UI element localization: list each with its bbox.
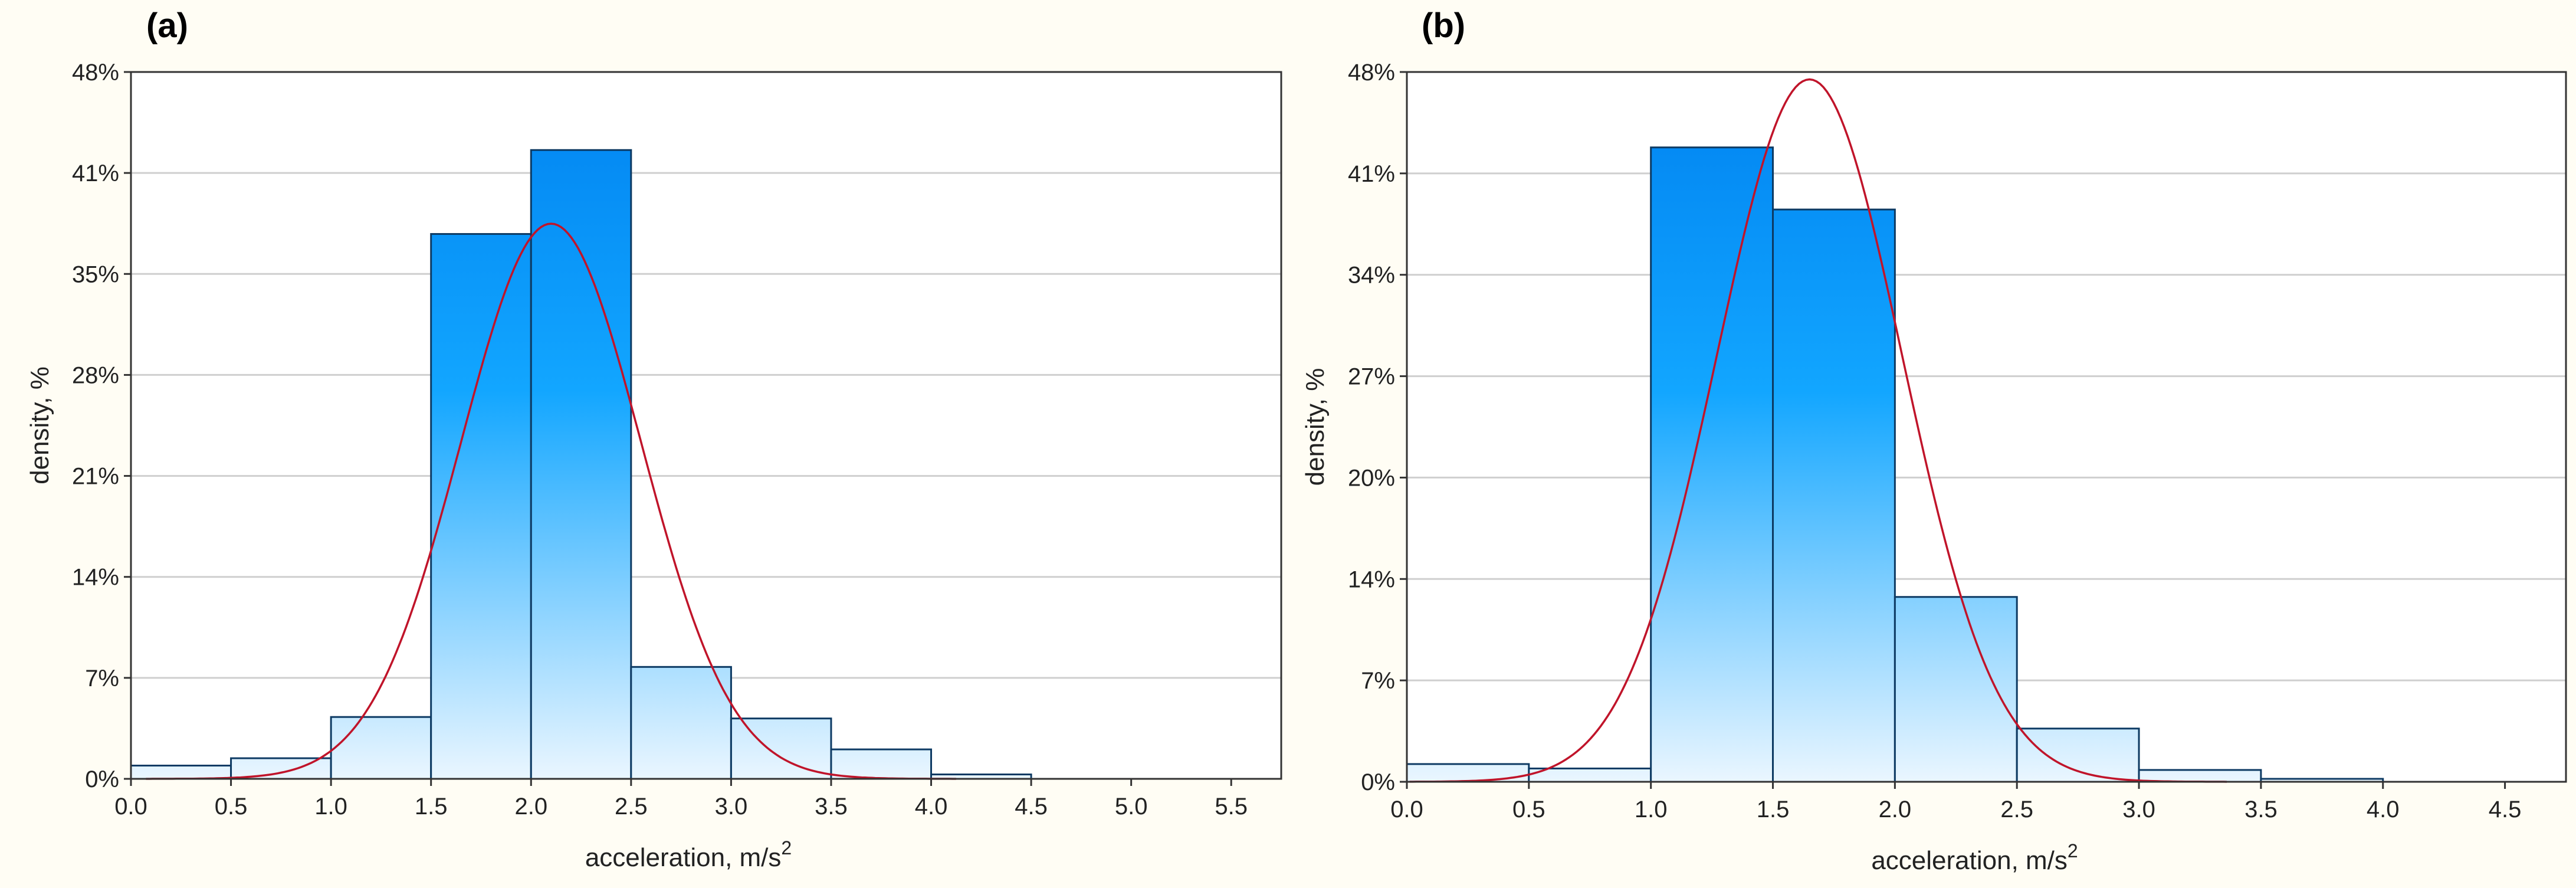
x-tick-label: 1.5 [415,794,448,820]
y-tick-label: 7% [85,666,119,692]
histogram-bar [2138,769,2262,783]
histogram-bar [330,716,432,780]
x-tick-label: 5.0 [1115,794,1148,820]
x-tick-label: 0.5 [215,794,248,820]
chart-panel-b: (b) 0% 7% 14% 20% 27% 34% 41% 48% 0.0 0.5 1.0 1.5 2.… [1292,0,2576,888]
plot-frame [1406,71,2567,783]
y-tick-label: 34% [1348,263,1395,289]
y-tick-label: 48% [1348,60,1395,86]
x-tick-label: 4.0 [2367,797,2400,823]
x-axis-title: acceleration, m/s2 [585,837,792,872]
x-tick-label: 3.5 [2244,797,2278,823]
y-tick-label: 14% [72,565,119,591]
x-axis-title-superscript: 2 [781,837,792,858]
y-tick-label: 35% [72,261,119,287]
histogram-a: 0% 7% 14% 21% 28% 35% 41% 48% 0.0 0.5 1.0 1.5 2.0 2.5… [25,60,1282,872]
y-tick-label: 27% [1348,364,1395,390]
y-tick-label: 21% [72,464,119,490]
y-axis-title: density, % [1301,368,1330,486]
y-tick-label: 0% [1361,769,1395,795]
histogram-bar [530,149,632,780]
x-tick-label: 4.0 [915,794,948,820]
x-tick-label: 2.5 [2000,797,2033,823]
histogram-bar [1406,763,1530,783]
x-tick-label: 5.5 [1215,794,1248,820]
x-tick-label: 2.0 [1879,797,1912,823]
histogram-bar [430,233,532,780]
plot-frame [130,71,1282,780]
x-tick-label: 0.0 [1390,797,1423,823]
x-tick-label: 1.5 [1757,797,1790,823]
x-tick-label: 4.5 [1015,794,1048,820]
x-tick-label: 0.0 [114,794,147,820]
histogram-bar [830,748,933,780]
y-tick-label: 41% [1348,161,1395,187]
y-tick-label: 28% [72,362,119,388]
normal-fit-curve [146,222,956,780]
x-tick-label: 2.5 [615,794,648,820]
histogram-bar [1772,208,1896,783]
histogram-bar [130,765,232,780]
panel-label: (a) [146,6,188,45]
y-tick-label: 48% [72,60,119,86]
y-tick-label: 7% [1361,668,1395,694]
histogram-bar [730,717,832,780]
x-tick-label: 2.0 [514,794,547,820]
x-tick-label: 3.5 [815,794,848,820]
x-tick-label: 4.5 [2489,797,2522,823]
y-axis-title: density, % [25,366,54,484]
y-tick-label: 0% [85,766,119,792]
x-tick-label: 3.0 [715,794,748,820]
normal-fit-curve [1409,78,2227,783]
y-tick-label: 20% [1348,465,1395,491]
x-tick-label: 3.0 [2122,797,2155,823]
histogram-bar [630,666,732,780]
x-axis-title-superscript: 2 [2068,840,2078,861]
x-tick-label: 1.0 [1635,797,1668,823]
histogram-bar [1650,146,1774,783]
histogram-b: 0% 7% 14% 20% 27% 34% 41% 48% 0.0 0.5 1.0 1.5 2.0 2.5… [1301,60,2567,875]
histogram-bar [1894,596,2018,783]
x-axis-title-text: acceleration, m/s [1871,846,2068,875]
chart-panel-a: (a) 0% 7% 14% 21% 28% 35% 41% 48% 0.0 0.5 1.0 1.5 2.… [0,0,1292,888]
x-axis-title: acceleration, m/s2 [1871,840,2078,875]
panel-label: (b) [1422,6,1466,45]
histogram-bar [1528,767,1652,783]
x-tick-label: 1.0 [314,794,347,820]
x-axis-title-text: acceleration, m/s [585,843,782,872]
y-tick-label: 14% [1348,566,1395,592]
plot-area [131,72,1281,779]
y-tick-label: 41% [72,160,119,186]
x-tick-label: 0.5 [1512,797,1545,823]
histogram-bar [2016,728,2140,783]
